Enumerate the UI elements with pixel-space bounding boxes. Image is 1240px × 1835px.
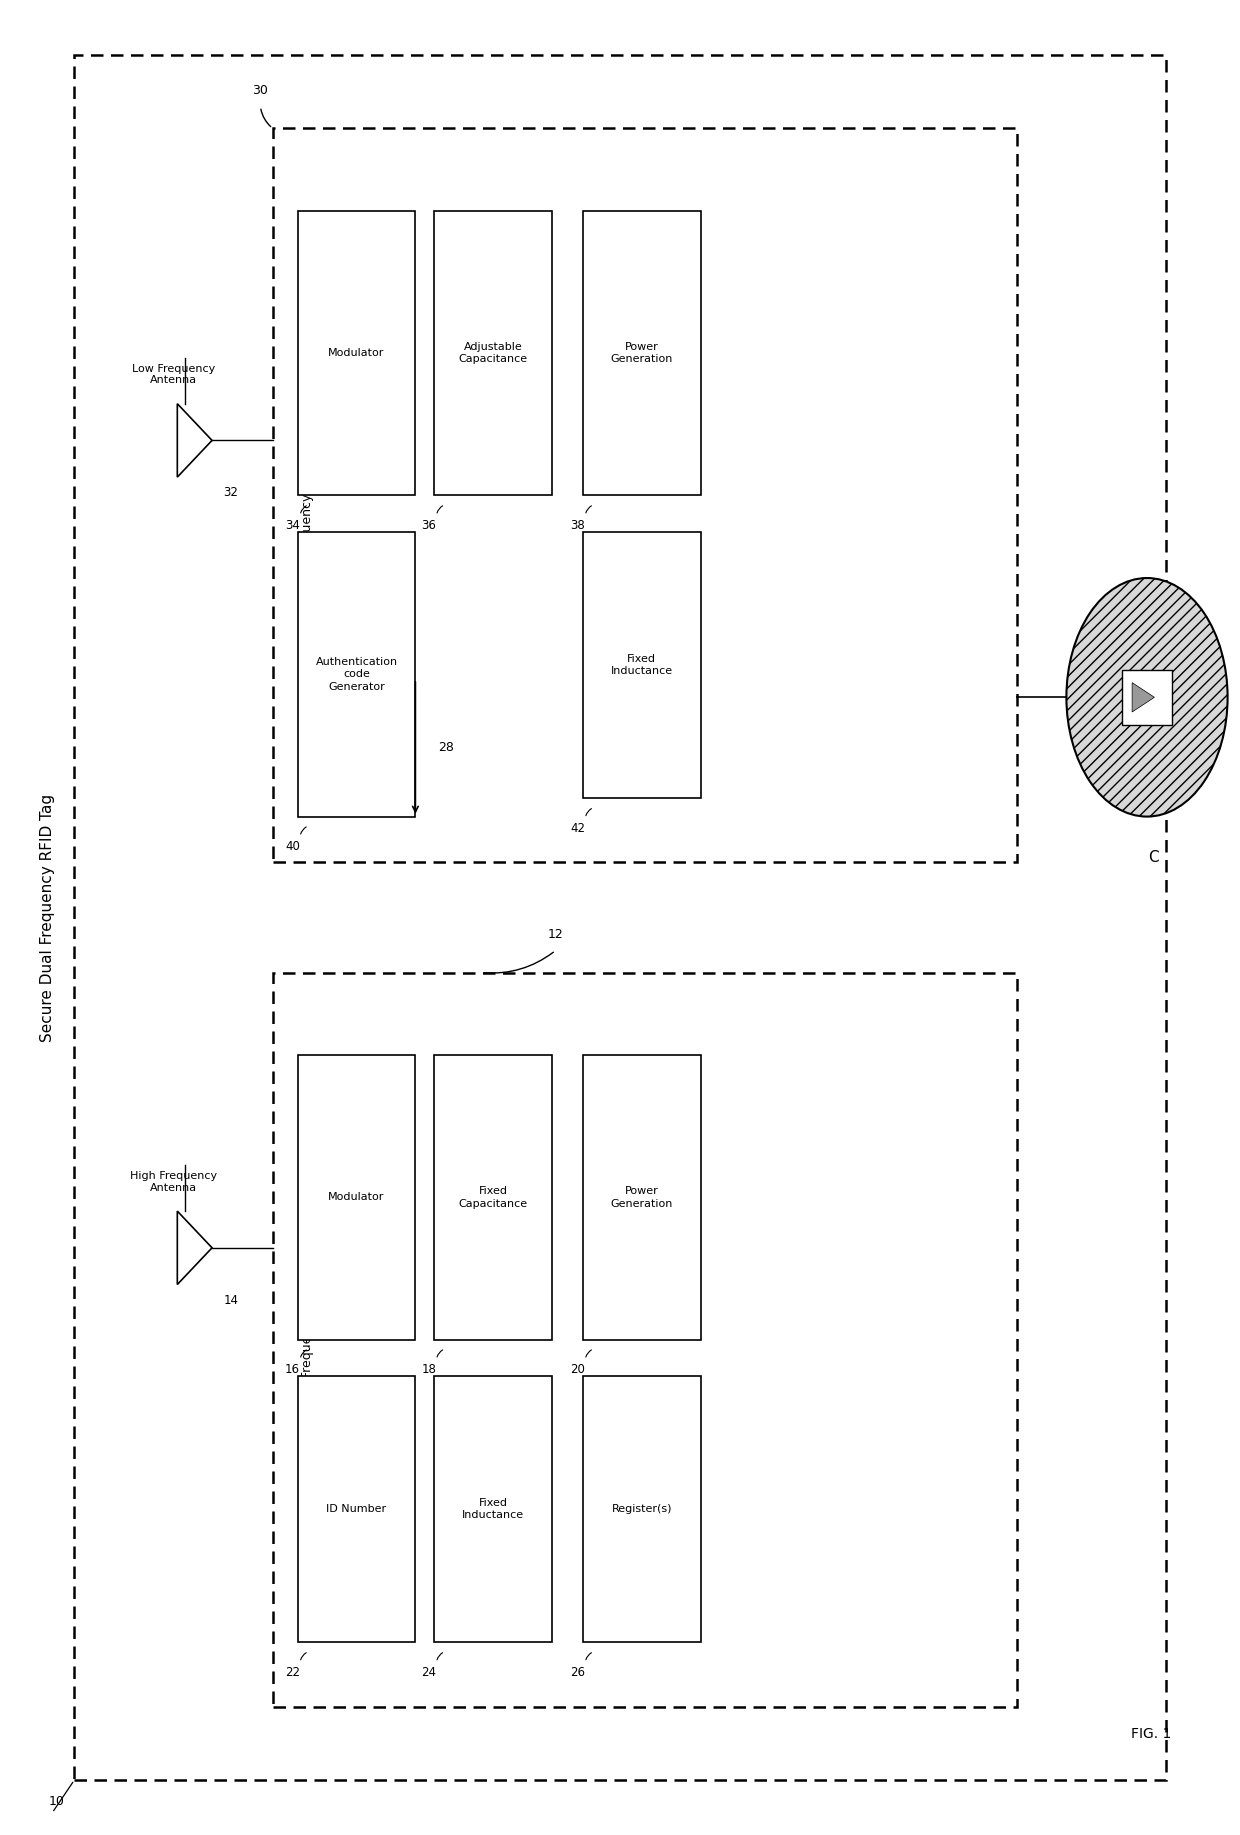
- Text: 40: 40: [285, 840, 300, 853]
- Polygon shape: [1132, 683, 1154, 712]
- Text: Adjustable
Capacitance: Adjustable Capacitance: [459, 341, 527, 365]
- Text: 42: 42: [570, 822, 585, 835]
- Text: 30: 30: [253, 84, 268, 97]
- Text: 38: 38: [570, 519, 585, 532]
- Text: 32: 32: [223, 486, 238, 499]
- Text: Fixed
Capacitance: Fixed Capacitance: [459, 1185, 527, 1209]
- Text: 10: 10: [48, 1795, 64, 1807]
- Text: Standard High Frequency Tag Architecture: Standard High Frequency Tag Architecture: [301, 1207, 314, 1472]
- FancyBboxPatch shape: [434, 211, 552, 495]
- Text: Modulator: Modulator: [329, 349, 384, 358]
- FancyBboxPatch shape: [583, 1376, 701, 1642]
- Text: 12: 12: [548, 929, 563, 941]
- Text: Power
Generation: Power Generation: [610, 341, 673, 365]
- FancyBboxPatch shape: [583, 532, 701, 798]
- Text: 26: 26: [570, 1666, 585, 1679]
- Text: Secure Dual Frequency RFID Tag: Secure Dual Frequency RFID Tag: [40, 793, 55, 1042]
- FancyBboxPatch shape: [583, 1055, 701, 1340]
- Text: 24: 24: [422, 1666, 436, 1679]
- Text: High Frequency
Antenna: High Frequency Antenna: [130, 1171, 217, 1193]
- Text: 36: 36: [422, 519, 436, 532]
- Text: FIG. 1: FIG. 1: [1131, 1727, 1172, 1741]
- Text: 16: 16: [285, 1363, 300, 1376]
- FancyBboxPatch shape: [298, 1055, 415, 1340]
- FancyBboxPatch shape: [273, 128, 1017, 862]
- FancyBboxPatch shape: [434, 1376, 552, 1642]
- Text: Register(s): Register(s): [611, 1505, 672, 1514]
- Text: Power
Generation: Power Generation: [610, 1185, 673, 1209]
- Text: 14: 14: [223, 1294, 238, 1307]
- FancyBboxPatch shape: [434, 1055, 552, 1340]
- Text: Low Frequency
Antenna: Low Frequency Antenna: [131, 363, 216, 385]
- Text: 18: 18: [422, 1363, 436, 1376]
- Text: Fixed
Inductance: Fixed Inductance: [610, 653, 673, 677]
- FancyBboxPatch shape: [74, 55, 1166, 1780]
- FancyBboxPatch shape: [273, 973, 1017, 1707]
- FancyBboxPatch shape: [583, 211, 701, 495]
- FancyBboxPatch shape: [298, 532, 415, 817]
- Text: 28: 28: [438, 741, 454, 754]
- Text: ID Number: ID Number: [326, 1505, 387, 1514]
- FancyBboxPatch shape: [1122, 670, 1172, 725]
- Text: C: C: [1148, 850, 1158, 864]
- Text: 20: 20: [570, 1363, 585, 1376]
- FancyBboxPatch shape: [298, 211, 415, 495]
- Text: 22: 22: [285, 1666, 300, 1679]
- Text: Modulator: Modulator: [329, 1193, 384, 1202]
- Text: Low Frequency Authenticator: Low Frequency Authenticator: [301, 404, 314, 587]
- FancyBboxPatch shape: [298, 1376, 415, 1642]
- Text: Fixed
Inductance: Fixed Inductance: [461, 1497, 525, 1521]
- Circle shape: [1066, 578, 1228, 817]
- Text: 34: 34: [285, 519, 300, 532]
- Text: Authentication
code
Generator: Authentication code Generator: [315, 657, 398, 692]
